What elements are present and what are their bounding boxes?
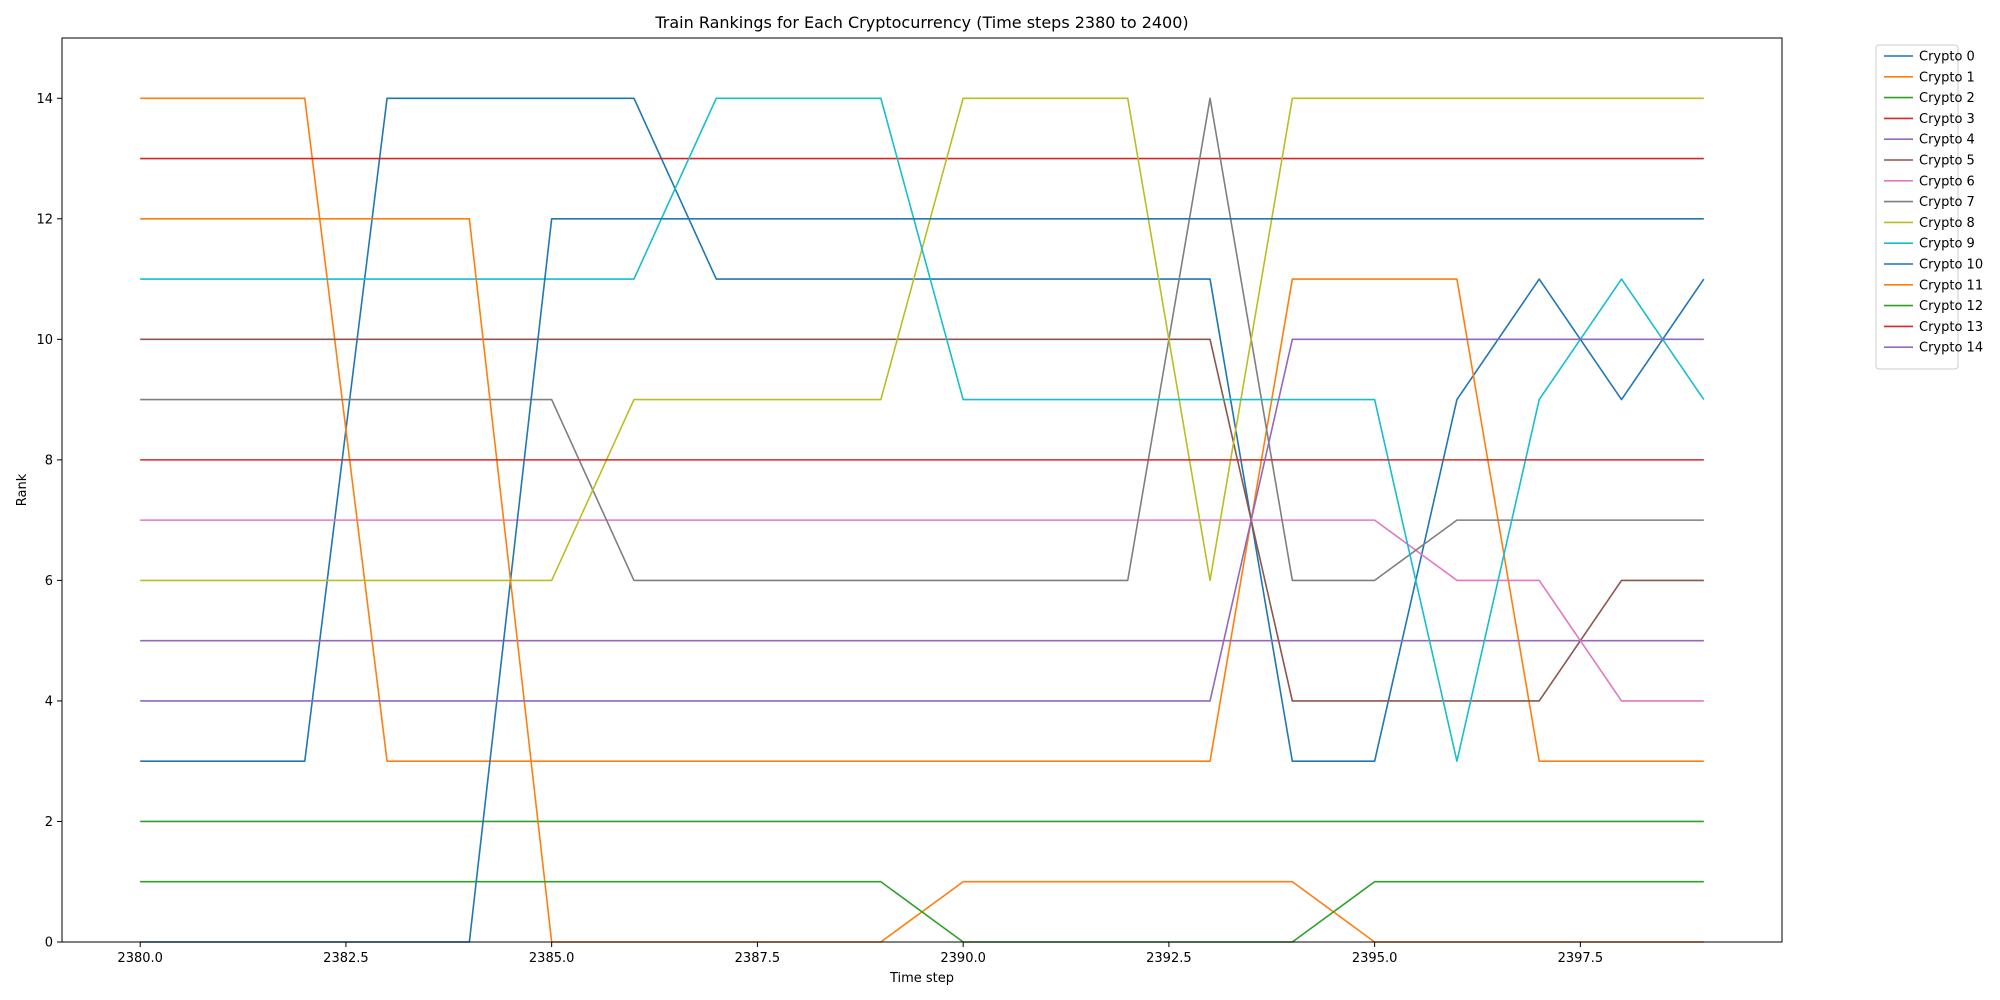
- y-axis-label: Rank: [15, 473, 30, 506]
- series-line-crypto-6: [140, 519, 1704, 702]
- x-tick-label: 2382.5: [323, 951, 369, 966]
- legend-entry-crypto-6: Crypto 6: [1919, 174, 1975, 189]
- legend-entry-crypto-8: Crypto 8: [1919, 216, 1975, 231]
- y-tick-label: 6: [45, 574, 53, 589]
- x-tick-label: 2387.5: [735, 951, 781, 966]
- series-line-crypto-1: [140, 97, 1704, 763]
- series-line-crypto-7: [140, 97, 1704, 582]
- legend-entry-crypto-0: Crypto 0: [1919, 50, 1975, 65]
- legend-frame: [1875, 44, 1959, 370]
- x-tick-label: 2397.5: [1558, 951, 1604, 966]
- legend-entry-crypto-3: Crypto 3: [1919, 112, 1975, 127]
- x-axis: 2380.0 2382.5 2385.0 2387.5 2390.0 2392.5 2395…: [117, 942, 1603, 966]
- legend-entry-crypto-7: Crypto 7: [1919, 195, 1975, 210]
- chart-title: Train Rankings for Each Cryptocurrency (…: [654, 13, 1188, 32]
- y-tick-label: 14: [36, 92, 53, 107]
- y-tick-label: 2: [45, 815, 53, 830]
- x-tick-label: 2385.0: [529, 951, 575, 966]
- legend-entry-crypto-12: Crypto 12: [1919, 299, 1983, 314]
- x-axis-label: Time step: [889, 971, 954, 986]
- y-tick-label: 8: [45, 453, 53, 468]
- series-lines: [140, 97, 1705, 943]
- legend-entry-crypto-5: Crypto 5: [1919, 154, 1975, 169]
- series-line-crypto-14: [140, 338, 1704, 702]
- plot-area: [61, 37, 1783, 943]
- legend-entry-crypto-14: Crypto 14: [1919, 341, 1983, 356]
- legend: Crypto 0 Crypto 1 Crypto 2 Crypto 3 Crypto 4…: [1875, 44, 1983, 370]
- legend-entry-crypto-2: Crypto 2: [1919, 91, 1975, 106]
- legend-entry-crypto-4: Crypto 4: [1919, 133, 1975, 148]
- y-tick-label: 0: [45, 936, 53, 951]
- x-tick-label: 2392.5: [1146, 951, 1192, 966]
- y-axis: 0 2 4 6 8 10 12 14: [36, 92, 62, 951]
- legend-entry-crypto-9: Crypto 9: [1919, 237, 1975, 252]
- y-tick-label: 12: [36, 212, 53, 227]
- y-tick-label: 4: [45, 694, 53, 709]
- x-tick-label: 2395.0: [1352, 951, 1398, 966]
- x-tick-label: 2380.0: [117, 951, 163, 966]
- series-line-crypto-9: [140, 97, 1705, 763]
- legend-entry-crypto-11: Crypto 11: [1919, 278, 1983, 293]
- x-tick-label: 2390.0: [940, 951, 986, 966]
- legend-entry-crypto-13: Crypto 13: [1919, 320, 1983, 335]
- legend-entry-crypto-10: Crypto 10: [1919, 258, 1983, 273]
- plot-frame: [61, 37, 1783, 943]
- series-line-crypto-12: [140, 880, 1704, 943]
- y-tick-label: 10: [36, 333, 53, 348]
- legend-entry-crypto-1: Crypto 1: [1919, 70, 1975, 85]
